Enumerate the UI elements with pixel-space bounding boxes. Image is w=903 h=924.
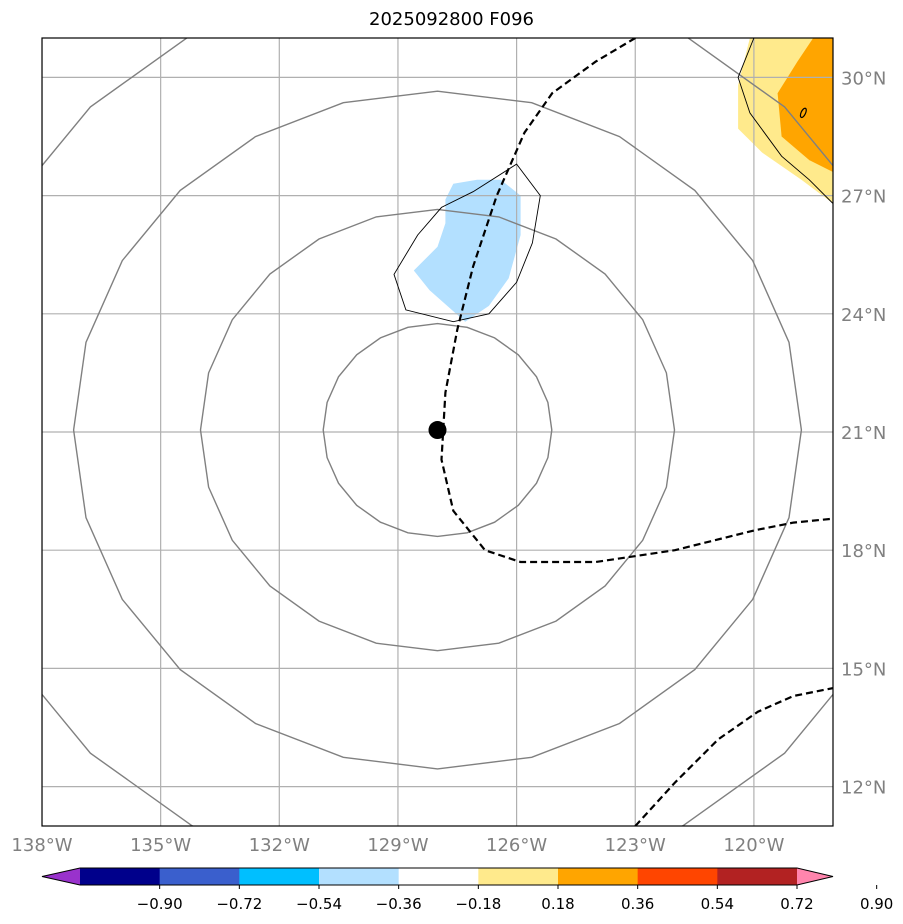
colorbar-segment [319,868,400,885]
lon-tick-label: 135°W [130,835,191,856]
lon-tick-label: 132°W [249,835,310,856]
colorbar-label: −0.18 [455,895,501,913]
contour-line [393,163,541,323]
colorbar-label: 0.90 [860,895,893,913]
colorbar-label: 0.72 [780,895,813,913]
lat-tick-label: 12°N [841,778,886,799]
colorbar-segment [80,868,161,885]
dashed-contour [634,687,833,826]
range-ring [322,322,553,538]
colorbar-segment [42,868,80,885]
colorbar-label: 0.36 [621,895,654,913]
lon-tick-label: 138°W [11,835,72,856]
colorbar-label: −0.54 [296,895,342,913]
colorbar-label: 0.18 [541,895,574,913]
lat-tick-label: 30°N [841,68,886,89]
dashed-contour [440,38,833,564]
lat-tick-label: 21°N [841,423,886,444]
colorbar-segment [239,868,320,885]
colorbar-label: −0.90 [137,895,183,913]
lon-tick-label: 126°W [486,835,547,856]
lat-tick-label: 27°N [841,187,886,208]
lon-tick-label: 120°W [723,835,784,856]
lat-tick-label: 24°N [841,305,886,326]
axis-tick-labels: 138°W 135°W 132°W 129°W 126°W 123°W 120°W 12°N 1… [11,68,886,856]
map-title: 2025092800 F096 [369,9,534,30]
colorbar-segment [717,868,798,885]
lon-tick-label: 129°W [367,835,428,856]
colorbar-segment [478,868,559,885]
colorbar-segment [159,868,240,885]
colorbar-segment [637,868,718,885]
colorbar-outline [41,867,834,886]
colorbar-segment [558,868,639,885]
map-plot-area [42,38,833,826]
colorbar-label: −0.72 [216,895,262,913]
lon-tick-label: 123°W [605,835,666,856]
colorbar: −0.90 −0.72 −0.54 −0.36 −0.18 0.18 0.36 0.54 0.7… [41,867,893,913]
colorbar-label: −0.36 [376,895,422,913]
colorbar-segment [797,868,833,885]
range-ring [199,208,676,652]
contour-line [737,38,833,204]
lat-tick-label: 18°N [841,541,886,562]
negative-shading [413,179,521,322]
storm-center-marker [428,421,447,440]
range-ring [72,90,803,770]
positive-shading-dark [777,38,833,172]
colorbar-segment [398,868,479,885]
map-frame [41,37,834,827]
colorbar-label: 0.54 [701,895,734,913]
lat-tick-label: 15°N [841,659,886,680]
contour-label-zero [799,107,807,119]
